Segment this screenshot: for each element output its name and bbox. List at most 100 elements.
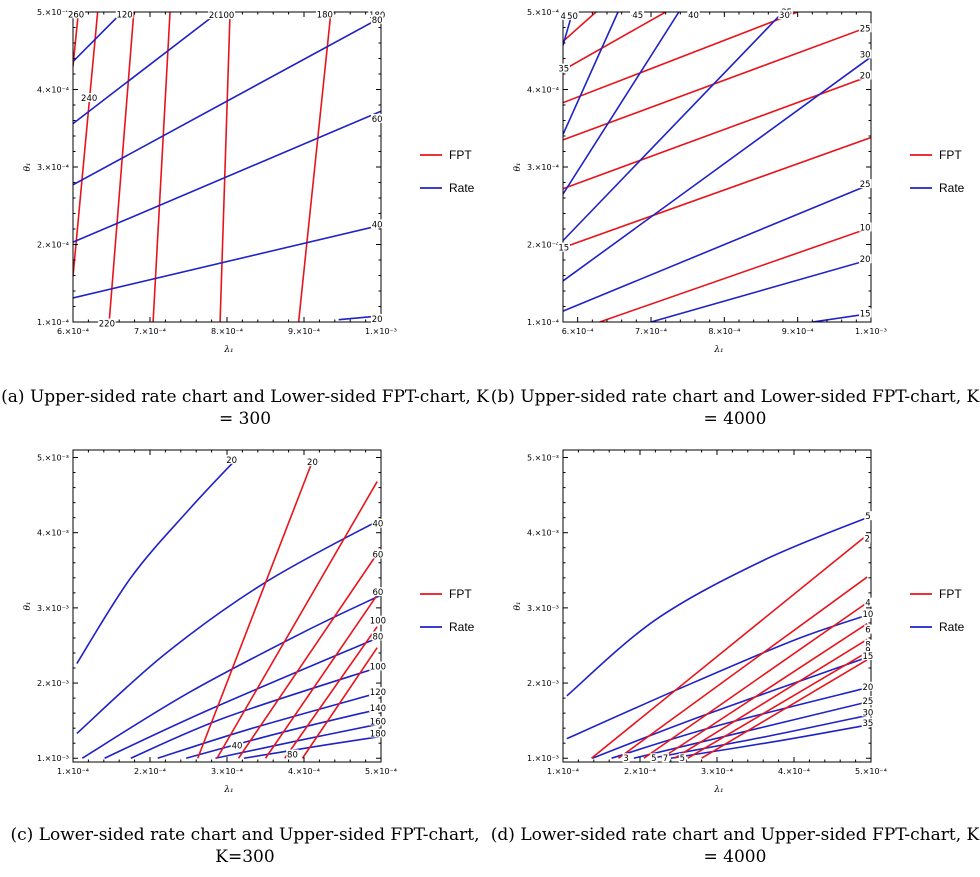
x-tick-label: 7.×10⁻⁴ — [134, 327, 166, 336]
contour-label: 20 — [860, 255, 871, 265]
contour-label-bg — [864, 645, 872, 655]
contour-label: 6 — [865, 626, 870, 636]
y-tick-label: 3.×10⁻³ — [37, 604, 69, 613]
contour-label-bg — [67, 9, 85, 19]
contour-label-bg — [861, 696, 875, 706]
contour-label-bg — [230, 740, 244, 750]
contour-label: 5 — [865, 512, 870, 522]
contour-label: 140 — [370, 704, 386, 714]
contour-label-bg — [864, 511, 872, 521]
contour-label: 20 — [863, 683, 874, 693]
contour-label-bg — [861, 681, 875, 691]
contour-label-bg — [557, 63, 570, 73]
rate-contour-25 — [563, 183, 871, 312]
fpt-contour-9 — [701, 659, 868, 759]
contour-label: 160 — [370, 717, 386, 727]
contour-label-bg — [778, 10, 791, 20]
contour-label: 5 — [680, 754, 685, 764]
y-tick-label: 4.×10⁻³ — [37, 529, 69, 538]
fpt-contour-120 — [301, 647, 378, 759]
x-tick-label: 1.×10⁻⁴ — [57, 767, 89, 776]
legend-rate-label: Rate — [449, 181, 475, 195]
fpt-contour-35 — [563, 12, 667, 71]
chart-d: 1.×10⁻⁴ 2.×10⁻⁴ 3.×10⁻⁴ 4.×10⁻⁴ 5.×10⁻⁴ 1.×10… — [513, 449, 965, 795]
contour-label-bg — [864, 624, 872, 634]
contour-label-bg — [208, 10, 226, 20]
fpt-contour-3 — [617, 576, 868, 759]
panel-c: 1.×10⁻⁴ 2.×10⁻⁴ 3.×10⁻⁴ 4.×10⁻⁴ 5.×10⁻⁴ 1.×10… — [0, 438, 490, 876]
legend-fpt-label: FPT — [939, 587, 962, 601]
contour-label-bg — [80, 93, 98, 103]
y-tick-label: 1.×10⁻⁴ — [37, 318, 69, 327]
rate-contour-20 — [611, 686, 871, 760]
contour-label: 60 — [372, 115, 383, 125]
contour-label: 5 — [651, 754, 656, 764]
fpt-contour-25 — [563, 12, 798, 104]
fpt-contour-100 — [284, 626, 378, 759]
contour-label-bg — [864, 639, 872, 649]
x-axis-label: λ₁ — [223, 785, 233, 795]
rate-contour-45 — [563, 12, 619, 135]
contour-label: 40 — [372, 220, 383, 230]
contour-label-bg — [371, 549, 385, 559]
x-tick-label: 4.×10⁻⁴ — [288, 767, 320, 776]
fpt-contour-200 — [152, 12, 171, 322]
contour-label: 4 — [865, 599, 870, 609]
y-tick-label: 2.×10⁻⁴ — [37, 241, 69, 250]
contour-label-bg — [369, 615, 387, 625]
contour-label: 35 — [863, 719, 874, 729]
fpt-contour-15 — [563, 74, 871, 190]
legend-fpt-label: FPT — [449, 587, 472, 601]
fpt-contour-8 — [687, 651, 868, 759]
legend-fpt-label: FPT — [449, 148, 472, 162]
contour-label-bg — [217, 10, 236, 20]
contour-label: 25 — [860, 180, 871, 190]
contour-label: 240 — [81, 94, 97, 104]
contour-label: 25 — [860, 24, 871, 34]
curves — [563, 12, 871, 322]
contour-label: 80 — [372, 16, 383, 26]
x-tick-label: 4.×10⁻⁴ — [778, 767, 810, 776]
x-tick-label: 2.×10⁻⁴ — [624, 767, 656, 776]
y-tick-label: 4.×10⁻³ — [527, 529, 559, 538]
contour-label: 260 — [68, 10, 84, 20]
contour-label-bg — [225, 454, 238, 464]
contour-label: 30 — [860, 51, 871, 61]
fpt-contour-180 — [297, 12, 332, 322]
rate-contour-30 — [563, 56, 871, 282]
contour-label-bg — [371, 518, 385, 528]
contour-label-bg — [858, 49, 872, 59]
contour-label: 7 — [663, 754, 668, 764]
fpt-contour-2 — [590, 534, 868, 759]
caption-d: (d) Lower-sided rate chart and Upper-sid… — [490, 825, 980, 867]
fpt-contour-80 — [264, 594, 378, 759]
contour-label-bg — [371, 631, 385, 641]
contour-label-bg — [858, 179, 872, 189]
legend-rate-label: Rate — [939, 620, 965, 634]
fpt-contour-5 — [599, 226, 871, 322]
fpt-contour-6 — [674, 638, 868, 759]
x-tick-label: 1.×10⁻³ — [855, 327, 887, 336]
y-tick-label: 5.×10⁻⁴ — [527, 8, 559, 17]
contour-label-bg — [369, 702, 387, 712]
contour-label: 20 — [226, 456, 237, 466]
legend: FPT Rate — [910, 587, 965, 634]
contour-label-bg — [369, 728, 387, 738]
contour-label-bg — [678, 753, 686, 763]
x-tick-label: 3.×10⁻⁴ — [701, 767, 733, 776]
contour-label-bg — [861, 608, 875, 618]
y-axis-label: θ₁ — [513, 162, 523, 171]
contour-label-bg — [858, 254, 872, 264]
contour-label-bg — [631, 10, 644, 20]
rate-contour-60 — [73, 110, 381, 243]
x-axis-label: λ₁ — [713, 345, 723, 355]
y-tick-label: 4.×10⁻⁴ — [37, 86, 69, 95]
x-tick-label: 6.×10⁻⁴ — [562, 327, 594, 336]
x-tick-label: 5.×10⁻⁴ — [855, 767, 887, 776]
rate-contour-100 — [130, 665, 381, 759]
contour-label: 15 — [558, 244, 569, 254]
fpt-contour-200 — [219, 12, 231, 322]
contour-label-bg — [368, 10, 386, 20]
fpt-contour-45 — [563, 12, 597, 43]
y-tick-label: 2.×10⁻⁴ — [527, 241, 559, 250]
